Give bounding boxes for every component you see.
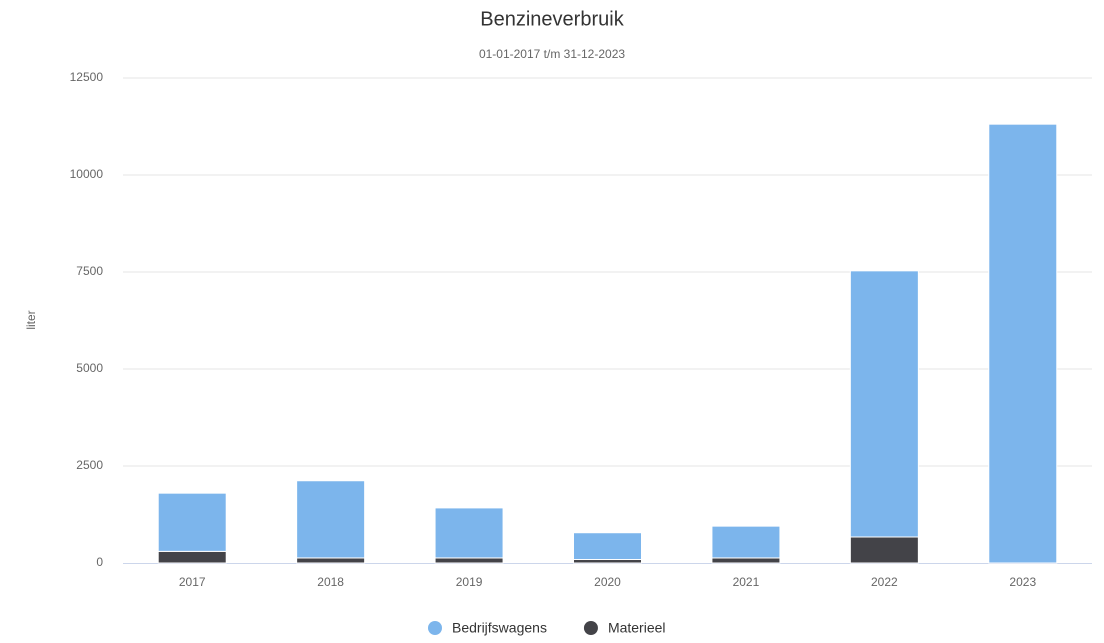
legend-marker <box>583 621 598 635</box>
y-axis-label: liter <box>24 310 38 329</box>
legend-marker <box>428 621 442 635</box>
x-tick-label: 2019 <box>456 575 483 589</box>
bar <box>711 525 781 559</box>
bar <box>434 507 504 559</box>
x-tick-label: 2022 <box>871 575 898 589</box>
bar <box>573 532 642 561</box>
chart-subtitle: 01-01-2017 t/m 31-12-2023 <box>479 47 625 61</box>
legend-label: Bedrijfswagens <box>452 620 547 636</box>
y-tick-label: 10000 <box>70 167 104 181</box>
bar <box>711 557 781 564</box>
x-tick-label: 2020 <box>594 575 621 589</box>
x-tick-label: 2021 <box>733 575 760 589</box>
y-tick-label: 0 <box>96 555 103 569</box>
y-tick-label: 7500 <box>76 264 103 278</box>
bar <box>157 492 227 552</box>
bar <box>849 270 919 538</box>
bar <box>296 557 366 564</box>
y-tick-label: 2500 <box>76 458 103 472</box>
bar <box>157 550 227 564</box>
bar <box>434 557 504 564</box>
bar <box>573 559 642 564</box>
bar <box>849 536 919 564</box>
legend-label: Materieel <box>608 620 666 636</box>
y-tick-label: 12500 <box>70 70 104 84</box>
y-tick-label: 5000 <box>76 361 103 375</box>
bar <box>296 480 366 559</box>
x-tick-label: 2018 <box>317 575 344 589</box>
x-tick-label: 2023 <box>1009 575 1036 589</box>
bar <box>988 123 1058 564</box>
chart-title: Benzineverbruik <box>480 8 624 30</box>
x-tick-label: 2017 <box>179 575 206 589</box>
